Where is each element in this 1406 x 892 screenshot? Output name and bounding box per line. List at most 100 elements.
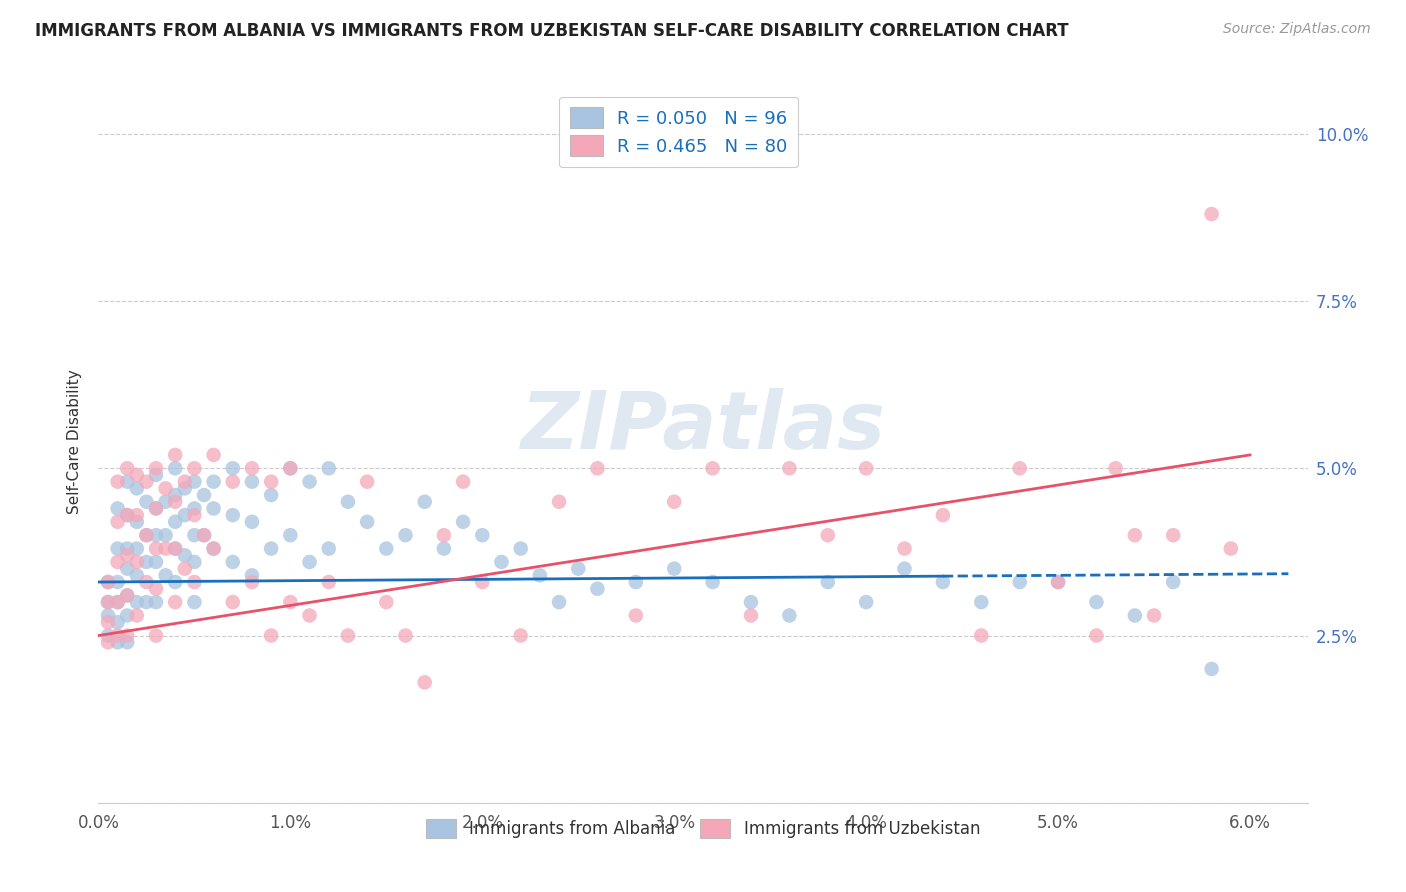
Point	[280, 461, 302, 475]
Point	[1104, 461, 1126, 475]
Point	[1123, 608, 1146, 623]
Point	[97, 574, 120, 589]
Point	[97, 635, 120, 649]
Point	[740, 608, 762, 623]
Point	[336, 628, 359, 642]
Point	[145, 501, 167, 516]
Point	[356, 475, 378, 489]
Point	[509, 541, 531, 556]
Text: Source: ZipAtlas.com: Source: ZipAtlas.com	[1223, 22, 1371, 37]
Point	[155, 541, 177, 556]
Point	[173, 508, 195, 523]
Point	[413, 675, 436, 690]
Point	[155, 481, 177, 495]
Point	[145, 501, 167, 516]
Point	[451, 475, 474, 489]
Text: IMMIGRANTS FROM ALBANIA VS IMMIGRANTS FROM UZBEKISTAN SELF-CARE DISABILITY CORRE: IMMIGRANTS FROM ALBANIA VS IMMIGRANTS FR…	[35, 22, 1069, 40]
Point	[183, 574, 205, 589]
Point	[173, 548, 195, 563]
Point	[394, 528, 416, 542]
Point	[125, 508, 148, 523]
Point	[893, 562, 915, 576]
Point	[280, 595, 302, 609]
Point	[173, 481, 195, 495]
Point	[107, 595, 129, 609]
Point	[125, 568, 148, 582]
Point	[433, 528, 456, 542]
Point	[336, 494, 359, 508]
Point	[165, 574, 187, 589]
Point	[125, 481, 148, 495]
Point	[165, 494, 187, 508]
Point	[115, 608, 138, 623]
Point	[115, 541, 138, 556]
Point	[1161, 574, 1184, 589]
Point	[702, 574, 724, 589]
Point	[165, 541, 187, 556]
Point	[193, 528, 215, 542]
Point	[202, 475, 225, 489]
Point	[107, 635, 129, 649]
Point	[107, 555, 129, 569]
Point	[115, 589, 138, 603]
Point	[193, 528, 215, 542]
Point	[260, 488, 283, 502]
Point	[135, 528, 157, 542]
Point	[970, 595, 993, 609]
Point	[318, 574, 340, 589]
Point	[173, 562, 195, 576]
Point	[115, 628, 138, 642]
Point	[125, 515, 148, 529]
Point	[107, 615, 129, 630]
Point	[107, 595, 129, 609]
Point	[222, 595, 245, 609]
Point	[1123, 528, 1146, 542]
Point	[107, 515, 129, 529]
Point	[107, 541, 129, 556]
Point	[115, 589, 138, 603]
Point	[222, 461, 245, 475]
Point	[1219, 541, 1241, 556]
Point	[222, 555, 245, 569]
Point	[107, 574, 129, 589]
Point	[893, 541, 915, 556]
Point	[394, 628, 416, 642]
Point	[125, 555, 148, 569]
Point	[135, 555, 157, 569]
Point	[664, 562, 686, 576]
Point	[433, 541, 456, 556]
Point	[318, 541, 340, 556]
Point	[107, 628, 129, 642]
Point	[183, 475, 205, 489]
Point	[165, 461, 187, 475]
Point	[1143, 608, 1166, 623]
Point	[280, 461, 302, 475]
Point	[97, 608, 120, 623]
Point	[115, 635, 138, 649]
Point	[1008, 461, 1031, 475]
Point	[97, 615, 120, 630]
Point	[855, 595, 877, 609]
Point	[173, 475, 195, 489]
Point	[125, 467, 148, 482]
Point	[145, 555, 167, 569]
Point	[135, 494, 157, 508]
Point	[125, 595, 148, 609]
Point	[115, 548, 138, 563]
Point	[97, 595, 120, 609]
Point	[145, 461, 167, 475]
Point	[586, 461, 609, 475]
Point	[145, 628, 167, 642]
Point	[240, 461, 263, 475]
Point	[280, 528, 302, 542]
Point	[624, 574, 647, 589]
Point	[135, 528, 157, 542]
Point	[145, 582, 167, 596]
Point	[115, 475, 138, 489]
Point	[165, 515, 187, 529]
Point	[491, 555, 513, 569]
Point	[183, 555, 205, 569]
Point	[115, 562, 138, 576]
Point	[97, 574, 120, 589]
Point	[413, 494, 436, 508]
